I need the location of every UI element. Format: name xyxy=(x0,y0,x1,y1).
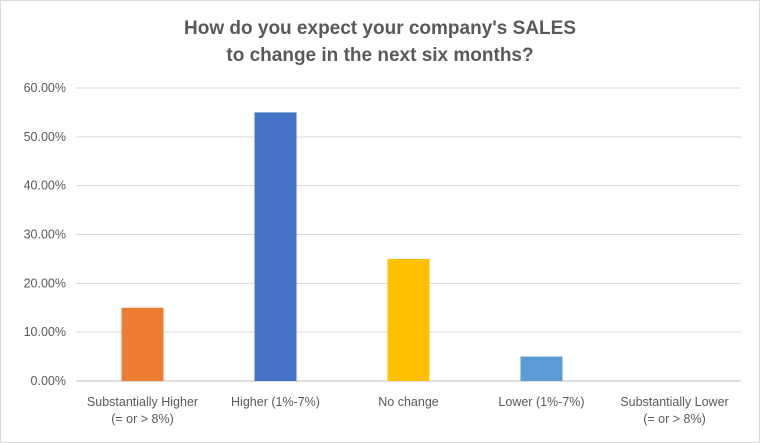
chart-title-line-1: How do you expect your company's SALES xyxy=(184,18,576,39)
x-category-label: (= or > 8%) xyxy=(111,412,174,426)
x-category-label: Substantially Lower xyxy=(620,395,728,409)
bar xyxy=(387,258,430,381)
y-tick-label: 0.00% xyxy=(31,374,66,388)
x-category-label: Lower (1%-7%) xyxy=(498,395,584,409)
y-tick-label: 40.00% xyxy=(24,179,66,193)
y-tick-label: 30.00% xyxy=(24,228,66,242)
x-category-label: (= or > 8%) xyxy=(643,412,706,426)
bar xyxy=(254,112,297,382)
x-category-label: Substantially Higher xyxy=(87,395,198,409)
chart-title-line-2: to change in the next six months? xyxy=(226,45,534,66)
bar xyxy=(520,356,563,381)
bar xyxy=(121,307,164,381)
chart-title: How do you expect your company's SALES t… xyxy=(1,15,759,69)
y-tick-label: 20.00% xyxy=(24,276,66,290)
y-tick-label: 10.00% xyxy=(24,325,66,339)
y-tick-label: 60.00% xyxy=(24,81,66,95)
y-tick-label: 50.00% xyxy=(24,130,66,144)
x-category-label: Higher (1%-7%) xyxy=(231,395,320,409)
x-category-label: No change xyxy=(378,395,439,409)
